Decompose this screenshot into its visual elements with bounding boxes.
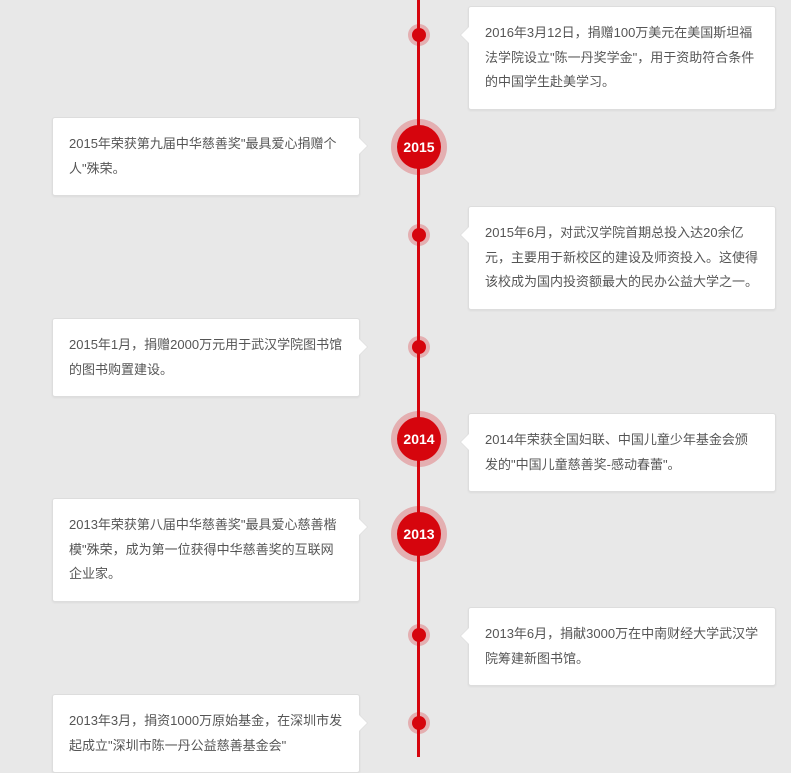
timeline-card: 2016年3月12日，捐赠100万美元在美国斯坦福法学院设立"陈一丹奖学金"，用… [468,6,776,110]
timeline-card-text: 2013年6月，捐献3000万在中南财经大学武汉学院筹建新图书馆。 [485,626,758,666]
year-label: 2014 [403,431,434,447]
timeline-dot [412,340,426,354]
timeline-dot [412,228,426,242]
timeline-card: 2013年荣获第八届中华慈善奖"最具爱心慈善楷模"殊荣，成为第一位获得中华慈善奖… [52,498,360,602]
year-badge-2015: 2015 [397,125,441,169]
timeline-card-text: 2014年荣获全国妇联、中国儿童少年基金会颁发的"中国儿童慈善奖-感动春蕾"。 [485,432,748,472]
year-badge-2013: 2013 [397,512,441,556]
timeline-card: 2014年荣获全国妇联、中国儿童少年基金会颁发的"中国儿童慈善奖-感动春蕾"。 [468,413,776,492]
timeline-card-text: 2013年3月，捐资1000万原始基金，在深圳市发起成立"深圳市陈一丹公益慈善基… [69,713,342,753]
timeline-dot [412,28,426,42]
timeline-container: 2015 2014 2013 2016年3月12日，捐赠100万美元在美国斯坦福… [0,0,791,757]
timeline-card-text: 2013年荣获第八届中华慈善奖"最具爱心慈善楷模"殊荣，成为第一位获得中华慈善奖… [69,517,337,581]
timeline-card-text: 2015年6月，对武汉学院首期总投入达20余亿元，主要用于新校区的建设及师资投入… [485,225,758,289]
timeline-card-text: 2016年3月12日，捐赠100万美元在美国斯坦福法学院设立"陈一丹奖学金"，用… [485,25,754,89]
timeline-card: 2013年3月，捐资1000万原始基金，在深圳市发起成立"深圳市陈一丹公益慈善基… [52,694,360,773]
timeline-center-line [417,0,420,757]
timeline-card: 2015年荣获第九届中华慈善奖"最具爱心捐赠个人"殊荣。 [52,117,360,196]
timeline-dot [412,628,426,642]
timeline-card-text: 2015年1月，捐赠2000万元用于武汉学院图书馆的图书购置建设。 [69,337,342,377]
year-label: 2015 [403,139,434,155]
timeline-card: 2015年1月，捐赠2000万元用于武汉学院图书馆的图书购置建设。 [52,318,360,397]
year-badge-2014: 2014 [397,417,441,461]
timeline-card: 2013年6月，捐献3000万在中南财经大学武汉学院筹建新图书馆。 [468,607,776,686]
timeline-card: 2015年6月，对武汉学院首期总投入达20余亿元，主要用于新校区的建设及师资投入… [468,206,776,310]
timeline-dot [412,716,426,730]
year-label: 2013 [403,526,434,542]
timeline-card-text: 2015年荣获第九届中华慈善奖"最具爱心捐赠个人"殊荣。 [69,136,337,176]
